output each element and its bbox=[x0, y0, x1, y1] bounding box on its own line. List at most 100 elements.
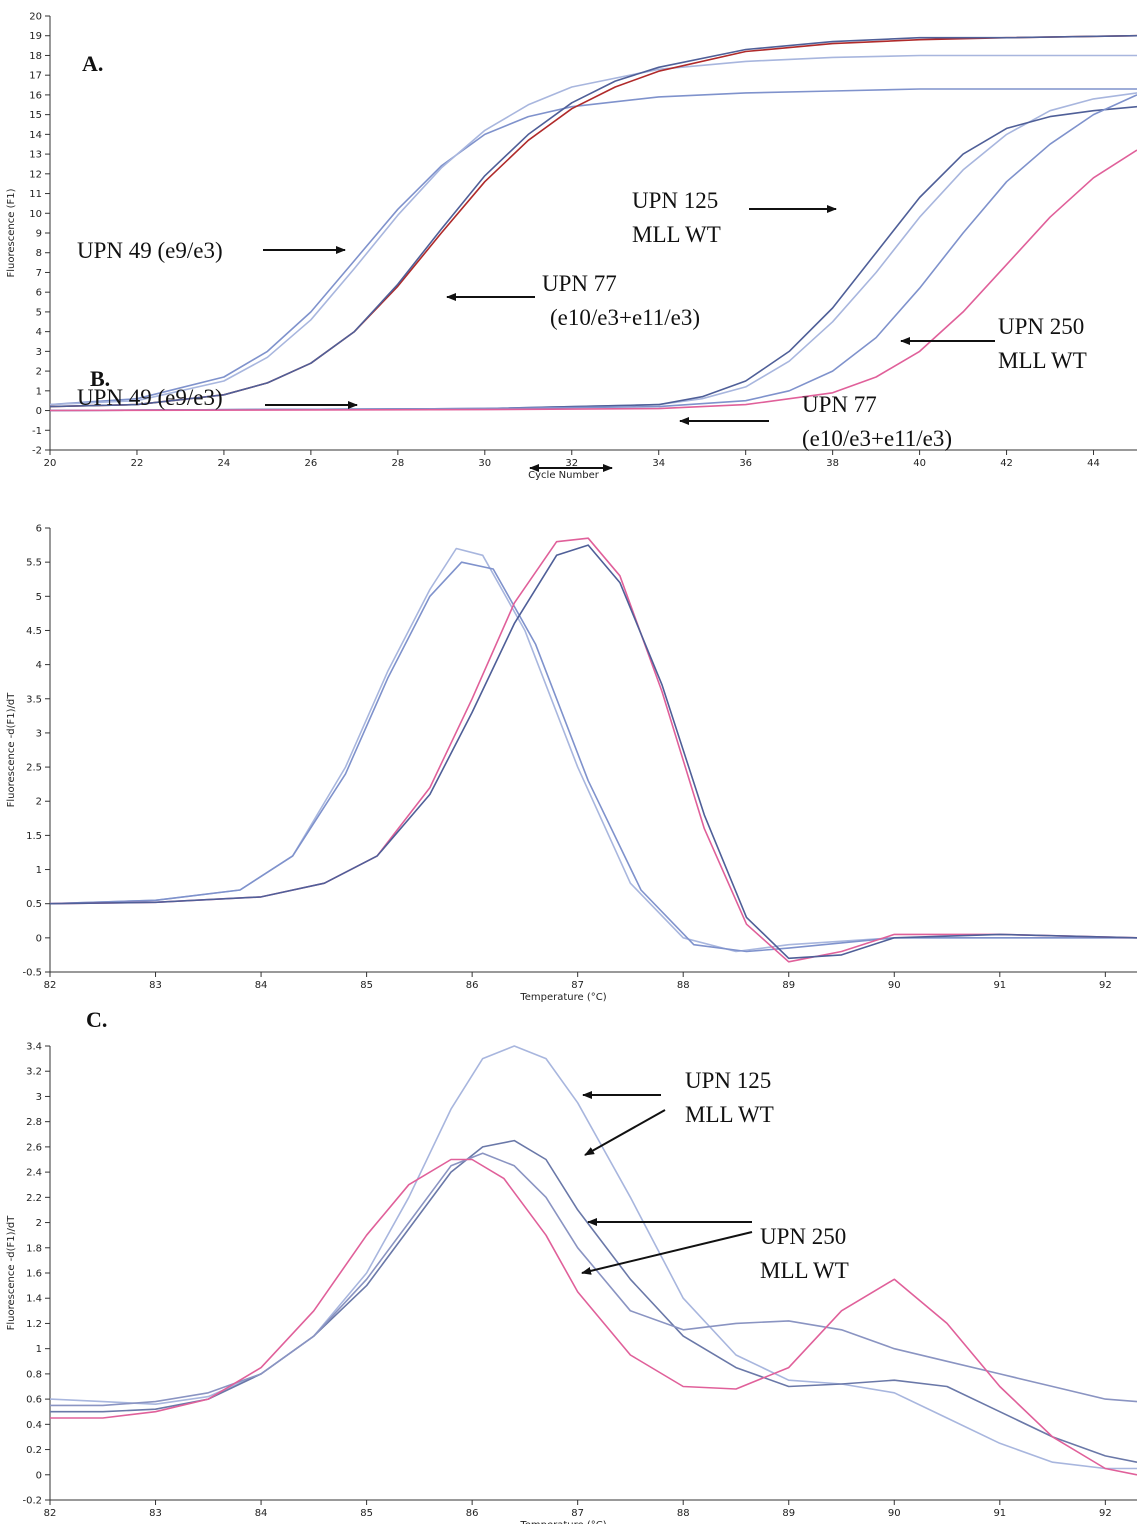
y-tick-label: 2 bbox=[36, 797, 42, 808]
annotation-label: UPN 77 (e10/e3+e11/e3) bbox=[802, 392, 952, 451]
y-tick-label: 4 bbox=[36, 660, 42, 671]
y-tick-label: 5 bbox=[36, 592, 42, 603]
annotation-arrow bbox=[581, 1231, 753, 1275]
x-tick-label: 90 bbox=[888, 1508, 901, 1519]
y-tick-label: 0.2 bbox=[26, 1445, 42, 1456]
x-tick-label: 82 bbox=[44, 980, 57, 991]
annotation-label: UPN 49 (e9/e3) bbox=[77, 238, 223, 263]
y-tick-label: 19 bbox=[29, 31, 42, 42]
y-tick-label: 2.8 bbox=[26, 1117, 42, 1128]
y-tick-label: 5 bbox=[36, 307, 42, 318]
y-axis-label: Fluorescence -d(F1)/dT bbox=[6, 692, 17, 808]
y-tick-label: 10 bbox=[29, 209, 42, 220]
y-tick-label: 9 bbox=[36, 229, 42, 240]
x-tick-label: 83 bbox=[149, 980, 162, 991]
chart-panel-3: -0.2 0 0.2 0.4 0.6 0.8 1 1.2 1.4 1.6 1.8 2 2.2 2.4 2.6… bbox=[6, 1007, 1137, 1524]
panel-label: B. bbox=[90, 366, 110, 391]
y-tick-label: 3.2 bbox=[26, 1067, 42, 1078]
series-line-1 bbox=[49, 547, 1137, 953]
x-tick-label: 88 bbox=[677, 1508, 690, 1519]
y-tick-label: 1.6 bbox=[26, 1269, 42, 1280]
x-tick-label: 82 bbox=[44, 1508, 57, 1519]
series-line-3 bbox=[50, 1152, 1137, 1407]
series-line-4 bbox=[49, 34, 1137, 408]
y-tick-label: 0.6 bbox=[26, 1395, 42, 1406]
y-tick-label: -0.2 bbox=[22, 1496, 42, 1507]
y-tick-label: 1 bbox=[36, 865, 42, 876]
x-tick-label: 22 bbox=[131, 458, 144, 469]
y-tick-label: 5.5 bbox=[26, 558, 42, 569]
x-tick-label: 92 bbox=[1099, 1508, 1112, 1519]
x-tick-label: 92 bbox=[1099, 980, 1112, 991]
y-tick-label: 2 bbox=[36, 367, 42, 378]
x-tick-label: 91 bbox=[993, 980, 1006, 991]
y-tick-label: 20 bbox=[29, 12, 42, 23]
x-tick-label: 87 bbox=[571, 1508, 584, 1519]
y-tick-label: 0 bbox=[36, 406, 42, 417]
y-tick-label: 14 bbox=[29, 130, 42, 141]
y-tick-label: 1.8 bbox=[26, 1243, 42, 1254]
series-line-1 bbox=[49, 1045, 1137, 1470]
series-line-6 bbox=[49, 105, 1137, 412]
y-tick-label: 3.5 bbox=[26, 694, 42, 705]
y-tick-label: 3 bbox=[36, 728, 42, 739]
x-tick-label: 36 bbox=[739, 458, 752, 469]
y-tick-label: 11 bbox=[29, 189, 42, 200]
y-tick-label: 1.5 bbox=[26, 831, 42, 842]
y-tick-label: 1 bbox=[36, 1344, 42, 1355]
x-tick-label: 38 bbox=[826, 458, 839, 469]
x-tick-label: 32 bbox=[565, 458, 578, 469]
panel-label: A. bbox=[82, 51, 103, 76]
annotation-label: UPN 77 (e10/e3+e11/e3) bbox=[542, 271, 700, 330]
y-tick-label: 6 bbox=[36, 288, 42, 299]
x-tick-label: 86 bbox=[466, 980, 479, 991]
x-tick-label: 24 bbox=[218, 458, 231, 469]
y-tick-label: 2.2 bbox=[26, 1193, 42, 1204]
y-tick-label: 1 bbox=[36, 386, 42, 397]
series-line-4 bbox=[50, 1158, 1137, 1476]
series-line-8 bbox=[49, 149, 1137, 412]
y-tick-label: 0 bbox=[36, 1470, 42, 1481]
x-tick-label: 30 bbox=[478, 458, 491, 469]
x-tick-label: 83 bbox=[149, 1508, 162, 1519]
y-tick-label: 1.4 bbox=[26, 1294, 42, 1305]
y-tick-label: 7 bbox=[36, 268, 42, 279]
x-tick-label: 20 bbox=[44, 458, 57, 469]
y-tick-label: 8 bbox=[36, 248, 42, 259]
series-line-2 bbox=[50, 1139, 1137, 1463]
annotation-label: UPN 250 MLL WT bbox=[998, 314, 1087, 373]
series-line-4 bbox=[49, 544, 1137, 960]
x-tick-label: 26 bbox=[305, 458, 318, 469]
y-tick-label: 16 bbox=[29, 90, 42, 101]
annotation-label: UPN 125 MLL WT bbox=[685, 1068, 774, 1127]
y-tick-label: 18 bbox=[29, 51, 42, 62]
series-line-1 bbox=[49, 88, 1137, 406]
y-tick-label: 17 bbox=[29, 71, 42, 82]
y-tick-label: 6 bbox=[36, 524, 42, 535]
x-tick-label: 34 bbox=[652, 458, 665, 469]
x-axis-label: Temperature (°C) bbox=[519, 992, 606, 1003]
annotation-label: UPN 250 MLL WT bbox=[760, 1224, 849, 1283]
y-tick-label: -1 bbox=[32, 426, 42, 437]
y-tick-label: 3.4 bbox=[26, 1042, 42, 1053]
x-axis-label: Temperature (°C) bbox=[519, 1520, 606, 1524]
annotation-arrow bbox=[584, 1109, 666, 1156]
series-line-3 bbox=[49, 537, 1137, 963]
x-tick-label: 84 bbox=[255, 980, 268, 991]
x-tick-label: 87 bbox=[571, 980, 584, 991]
y-tick-label: 2.4 bbox=[26, 1168, 42, 1179]
y-tick-label: 0.5 bbox=[26, 899, 42, 910]
y-tick-label: -2 bbox=[32, 446, 42, 457]
y-tick-label: 0.4 bbox=[26, 1420, 42, 1431]
y-tick-label: 2.5 bbox=[26, 763, 42, 774]
y-tick-label: 13 bbox=[29, 150, 42, 161]
x-axis-label: Cycle Number bbox=[528, 470, 600, 481]
series-line-7 bbox=[49, 94, 1137, 412]
series-line-2 bbox=[49, 561, 1137, 953]
x-tick-label: 84 bbox=[255, 1508, 268, 1519]
y-tick-label: 2.6 bbox=[26, 1142, 42, 1153]
y-tick-label: 15 bbox=[29, 110, 42, 121]
y-tick-label: 4 bbox=[36, 327, 42, 338]
